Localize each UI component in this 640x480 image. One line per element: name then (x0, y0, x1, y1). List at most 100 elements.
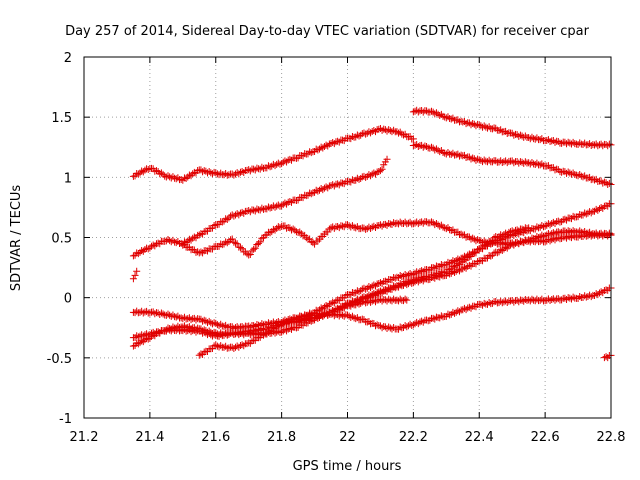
data-point (238, 341, 246, 349)
data-point (502, 243, 510, 251)
data-point (225, 214, 233, 222)
data-point (558, 168, 566, 176)
data-point (192, 328, 200, 336)
x-tick-label: 21.8 (267, 430, 296, 445)
data-point (479, 244, 487, 252)
x-tick-label: 22 (339, 430, 356, 445)
x-tick-label: 22.4 (465, 430, 494, 445)
data-point (177, 176, 185, 184)
data-point (269, 324, 277, 332)
data-point (286, 324, 294, 332)
data-point (530, 135, 538, 143)
data-point (569, 227, 577, 235)
data-point (404, 219, 412, 227)
data-point (232, 239, 240, 247)
data-point (246, 208, 254, 216)
data-point (376, 125, 384, 133)
data-point (429, 271, 437, 279)
data-point (602, 286, 610, 294)
data-point (451, 263, 459, 271)
data-point (375, 221, 383, 229)
data-point (314, 237, 322, 245)
data-point (129, 342, 137, 350)
data-point (418, 317, 426, 325)
data-point (240, 331, 248, 339)
data-point (503, 159, 511, 167)
data-point (474, 257, 482, 265)
data-point (566, 139, 574, 147)
data-point (286, 318, 294, 326)
data-point (189, 170, 197, 178)
data-point (457, 230, 465, 238)
data-point (518, 225, 526, 233)
data-point (172, 239, 180, 247)
data-point (604, 231, 612, 239)
data-point (480, 299, 488, 307)
data-point (470, 302, 478, 310)
data-point (133, 169, 141, 177)
data-point (465, 119, 473, 127)
data-point (360, 298, 368, 306)
data-point (149, 241, 157, 249)
data-point (399, 131, 407, 139)
data-point (218, 218, 226, 226)
data-point (487, 238, 495, 246)
data-point (475, 245, 483, 253)
series-arc-1 (129, 125, 417, 184)
data-point (149, 328, 157, 336)
data-point (523, 224, 531, 232)
data-point (508, 240, 516, 248)
data-point (129, 275, 137, 283)
data-point (459, 118, 467, 126)
data-point (217, 342, 225, 350)
data-point (483, 300, 491, 308)
data-point (605, 229, 613, 237)
data-point (133, 267, 141, 275)
data-point (276, 223, 284, 231)
data-point (591, 207, 599, 215)
data-point (373, 168, 381, 176)
data-point (498, 247, 506, 255)
data-point (253, 205, 261, 213)
data-point (539, 232, 547, 240)
data-point (250, 245, 258, 253)
data-point (363, 172, 371, 180)
data-point (199, 168, 207, 176)
data-point (447, 115, 455, 123)
data-point (281, 199, 289, 207)
data-point (376, 279, 384, 287)
data-point (418, 273, 426, 281)
data-point (131, 334, 139, 342)
data-point (131, 271, 139, 279)
data-point (345, 302, 353, 310)
data-point (378, 222, 386, 230)
data-point (401, 295, 409, 303)
data-point (327, 300, 335, 308)
data-point (184, 237, 192, 245)
x-tick-label: 22.6 (531, 430, 560, 445)
data-point (154, 328, 162, 336)
data-point (543, 162, 551, 170)
data-point (408, 321, 416, 329)
data-point (238, 208, 246, 216)
data-point (322, 141, 330, 149)
y-tick-label: 2 (64, 51, 72, 66)
data-point (329, 298, 337, 306)
data-point (222, 330, 230, 338)
data-point (271, 325, 279, 333)
data-point (253, 164, 261, 172)
data-point (258, 204, 266, 212)
data-point (139, 247, 147, 255)
data-point (584, 174, 592, 182)
data-point (329, 138, 337, 146)
data-point (597, 203, 605, 211)
data-point (591, 176, 599, 184)
data-point (503, 299, 511, 307)
data-point (236, 243, 244, 251)
data-point (462, 154, 470, 162)
data-point (309, 239, 317, 247)
data-point (530, 160, 538, 168)
data-point (222, 215, 230, 223)
data-point (320, 303, 328, 311)
data-point (390, 295, 398, 303)
